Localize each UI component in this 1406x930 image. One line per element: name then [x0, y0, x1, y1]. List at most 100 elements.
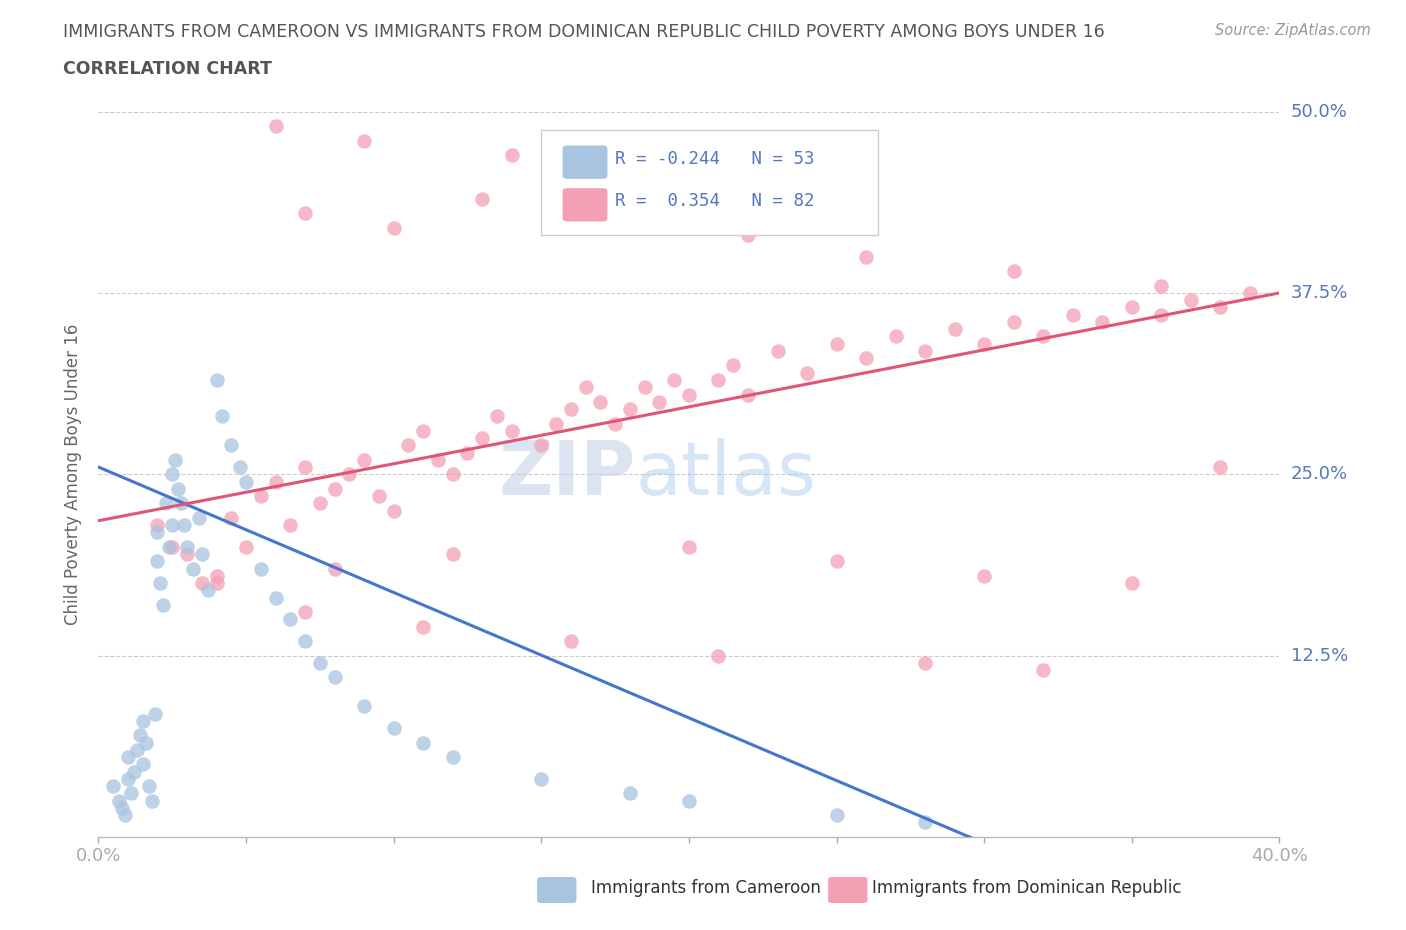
Point: [264, 119, 287, 134]
Text: IMMIGRANTS FROM CAMEROON VS IMMIGRANTS FROM DOMINICAN REPUBLIC CHILD POVERTY AMO: IMMIGRANTS FROM CAMEROON VS IMMIGRANTS F…: [63, 23, 1105, 41]
Point: [648, 394, 671, 409]
Point: [884, 329, 907, 344]
Point: [619, 206, 641, 220]
Point: [441, 750, 464, 764]
Text: Immigrants from Dominican Republic: Immigrants from Dominican Republic: [872, 879, 1181, 897]
Point: [1121, 576, 1143, 591]
Point: [250, 561, 273, 576]
Point: [441, 467, 464, 482]
Point: [103, 778, 125, 793]
Point: [120, 786, 142, 801]
Point: [707, 373, 730, 388]
Text: 25.0%: 25.0%: [1291, 465, 1348, 484]
Point: [187, 511, 209, 525]
Point: [309, 656, 332, 671]
Text: CORRELATION CHART: CORRELATION CHART: [63, 60, 273, 78]
Point: [1150, 278, 1173, 293]
Point: [737, 228, 759, 243]
Point: [141, 793, 163, 808]
Point: [353, 452, 375, 467]
Point: [353, 699, 375, 714]
Point: [1180, 293, 1202, 308]
Point: [128, 728, 150, 743]
Point: [382, 503, 405, 518]
Point: [457, 445, 479, 460]
FancyBboxPatch shape: [541, 130, 877, 235]
Point: [723, 358, 745, 373]
Point: [135, 736, 157, 751]
Point: [155, 496, 177, 511]
Text: atlas: atlas: [636, 438, 817, 511]
Point: [146, 518, 169, 533]
Point: [634, 379, 657, 394]
Point: [323, 670, 346, 684]
Point: [176, 539, 198, 554]
Point: [197, 583, 219, 598]
Point: [205, 568, 228, 583]
Point: [111, 801, 134, 816]
Point: [114, 808, 136, 823]
Point: [441, 547, 464, 562]
Point: [412, 619, 434, 634]
Point: [146, 525, 169, 539]
Point: [122, 764, 145, 779]
Point: [280, 518, 302, 533]
Point: [1062, 307, 1084, 322]
Point: [796, 365, 818, 380]
Point: [1002, 314, 1025, 329]
Point: [294, 459, 316, 474]
Text: ZIP: ZIP: [499, 438, 636, 511]
Point: [250, 488, 273, 503]
Point: [211, 409, 233, 424]
Point: [143, 706, 166, 721]
Point: [471, 192, 494, 206]
Point: [280, 612, 302, 627]
FancyBboxPatch shape: [537, 877, 576, 903]
Point: [157, 539, 180, 554]
Y-axis label: Child Poverty Among Boys Under 16: Child Poverty Among Boys Under 16: [65, 324, 83, 625]
Point: [914, 656, 936, 671]
Text: R = -0.244   N = 53: R = -0.244 N = 53: [614, 150, 814, 167]
Point: [855, 351, 877, 365]
Text: 37.5%: 37.5%: [1291, 284, 1348, 302]
Point: [427, 452, 450, 467]
Point: [294, 206, 316, 220]
Point: [707, 648, 730, 663]
Point: [1209, 300, 1232, 315]
Point: [323, 561, 346, 576]
Point: [825, 808, 848, 823]
Point: [1150, 307, 1173, 322]
Point: [170, 496, 193, 511]
Point: [560, 162, 582, 177]
Point: [855, 249, 877, 264]
Point: [117, 750, 139, 764]
Point: [264, 474, 287, 489]
Point: [132, 713, 155, 728]
Point: [368, 488, 391, 503]
Point: [943, 322, 966, 337]
Point: [973, 568, 995, 583]
Point: [589, 394, 612, 409]
Point: [125, 742, 148, 757]
Point: [221, 511, 243, 525]
Point: [323, 482, 346, 497]
Point: [176, 547, 198, 562]
Point: [1209, 459, 1232, 474]
Point: [264, 591, 287, 605]
Point: [181, 561, 204, 576]
Point: [229, 459, 252, 474]
Point: [605, 416, 627, 431]
Point: [108, 793, 131, 808]
Point: [575, 379, 598, 394]
Point: [353, 133, 375, 148]
Point: [149, 576, 172, 591]
Point: [138, 778, 160, 793]
Point: [309, 496, 332, 511]
Point: [152, 597, 174, 612]
Point: [382, 721, 405, 736]
Text: Immigrants from Cameroon: Immigrants from Cameroon: [591, 879, 820, 897]
Point: [914, 343, 936, 358]
Point: [737, 387, 759, 402]
Point: [221, 438, 243, 453]
Point: [530, 772, 553, 787]
